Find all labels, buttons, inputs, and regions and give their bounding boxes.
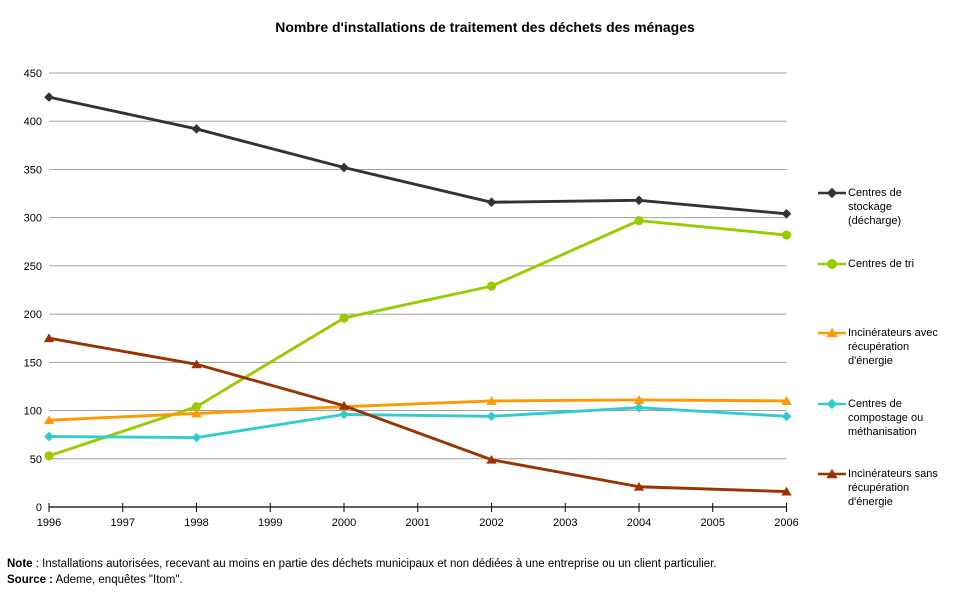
legend-item-label: Incinérateurs avec récupération d'énergi… — [848, 327, 938, 367]
series-marker — [43, 415, 55, 425]
x-axis-tick-label: 2001 — [406, 517, 430, 529]
triangle-legend-marker-icon — [818, 468, 846, 479]
series-marker — [191, 432, 202, 443]
x-axis-tick-label: 2000 — [332, 517, 356, 529]
legend-marker-shape — [826, 468, 838, 479]
series-marker — [486, 396, 497, 405]
y-axis-tick-label: 0 — [36, 502, 42, 514]
legend-item-label: Incinérateurs sans récupération d'énergi… — [848, 468, 938, 508]
series-marker — [191, 124, 202, 134]
y-axis-tick-label: 400 — [24, 116, 42, 128]
x-axis-tick-label: 2002 — [479, 517, 503, 529]
legend-item: Centres de stockage (décharge) — [818, 186, 902, 228]
chart-notes: Note : Installations autorisées, recevan… — [7, 556, 717, 588]
series-marker — [781, 396, 792, 405]
diamond-legend-marker-icon — [818, 187, 846, 199]
series-line — [48, 95, 787, 216]
y-axis-tick-label: 50 — [30, 454, 42, 466]
series-marker — [781, 486, 792, 496]
series-marker — [339, 162, 349, 173]
series-line — [48, 406, 787, 440]
series-marker — [338, 400, 350, 410]
series-marker — [634, 402, 644, 413]
x-axis-tick-label: 1998 — [184, 517, 208, 529]
series-marker — [633, 481, 645, 491]
note-label: Note — [7, 558, 33, 570]
series-marker — [781, 411, 792, 422]
legend-item: Centres de tri — [818, 257, 914, 271]
chart-title: Nombre d'installations de traitement des… — [275, 19, 695, 35]
note-text: : Installations autorisées, recevant au … — [32, 558, 717, 570]
series-marker — [44, 451, 54, 461]
x-axis-tick-label: 2004 — [627, 517, 651, 529]
series-marker — [486, 197, 497, 208]
series-marker — [781, 209, 792, 219]
y-axis-tick-label: 350 — [24, 164, 42, 176]
y-axis-tick-label: 250 — [24, 261, 42, 273]
series-marker — [191, 408, 202, 418]
series-line — [48, 336, 787, 494]
x-axis-tick-label: 1999 — [258, 517, 282, 529]
y-axis-tick-label: 300 — [24, 213, 42, 225]
x-axis-tick-label: 2005 — [701, 517, 725, 529]
series-marker — [634, 195, 644, 206]
series-marker — [44, 431, 54, 442]
legend-item-label: Centres de compostage ou méthanisation — [848, 398, 924, 438]
source-line: Source : Ademe, enquêtes "Itom". — [7, 572, 717, 588]
legend-item: Incinérateurs avec récupération d'énergi… — [818, 326, 938, 368]
y-axis-tick-label: 200 — [24, 309, 42, 321]
triangle-legend-marker-icon — [818, 327, 846, 338]
series-marker — [781, 230, 792, 240]
diamond-legend-marker-icon — [818, 398, 846, 410]
series-line — [48, 398, 787, 422]
circle-legend-marker-icon — [818, 259, 846, 269]
series-marker — [486, 281, 497, 291]
note-line: Note : Installations autorisées, recevan… — [7, 556, 717, 572]
y-axis-tick-label: 450 — [24, 68, 42, 80]
series-line — [48, 219, 787, 458]
series-marker — [339, 313, 349, 323]
series-marker — [486, 411, 497, 422]
legend-marker-shape — [827, 259, 837, 269]
source-text: Ademe, enquêtes "Itom". — [53, 574, 183, 586]
series-marker — [44, 92, 54, 102]
source-label: Source : — [7, 574, 54, 586]
legend-item: Centres de compostage ou méthanisation — [818, 397, 923, 439]
x-axis-tick-label: 1996 — [37, 517, 61, 529]
series-marker — [634, 215, 644, 226]
x-axis-tick-label: 2003 — [553, 517, 577, 529]
series-marker — [486, 454, 497, 464]
legend-marker-shape — [826, 327, 838, 338]
y-axis-tick-label: 150 — [24, 357, 42, 369]
legend-item-label: Centres de tri — [848, 258, 915, 270]
series-marker — [633, 395, 645, 404]
series-marker — [339, 409, 349, 420]
legend-item-label: Centres de stockage (décharge) — [848, 187, 902, 227]
y-axis-tick-label: 100 — [24, 406, 42, 418]
legend-item: Incinérateurs sans récupération d'énergi… — [818, 467, 938, 509]
x-axis-tick-label: 1997 — [111, 517, 135, 529]
legend-marker-shape — [826, 187, 838, 199]
series-marker — [191, 359, 202, 369]
series-marker — [191, 402, 202, 412]
x-axis-tick-label: 2006 — [774, 517, 798, 529]
series-marker — [43, 333, 55, 343]
legend-marker-shape — [826, 398, 838, 410]
